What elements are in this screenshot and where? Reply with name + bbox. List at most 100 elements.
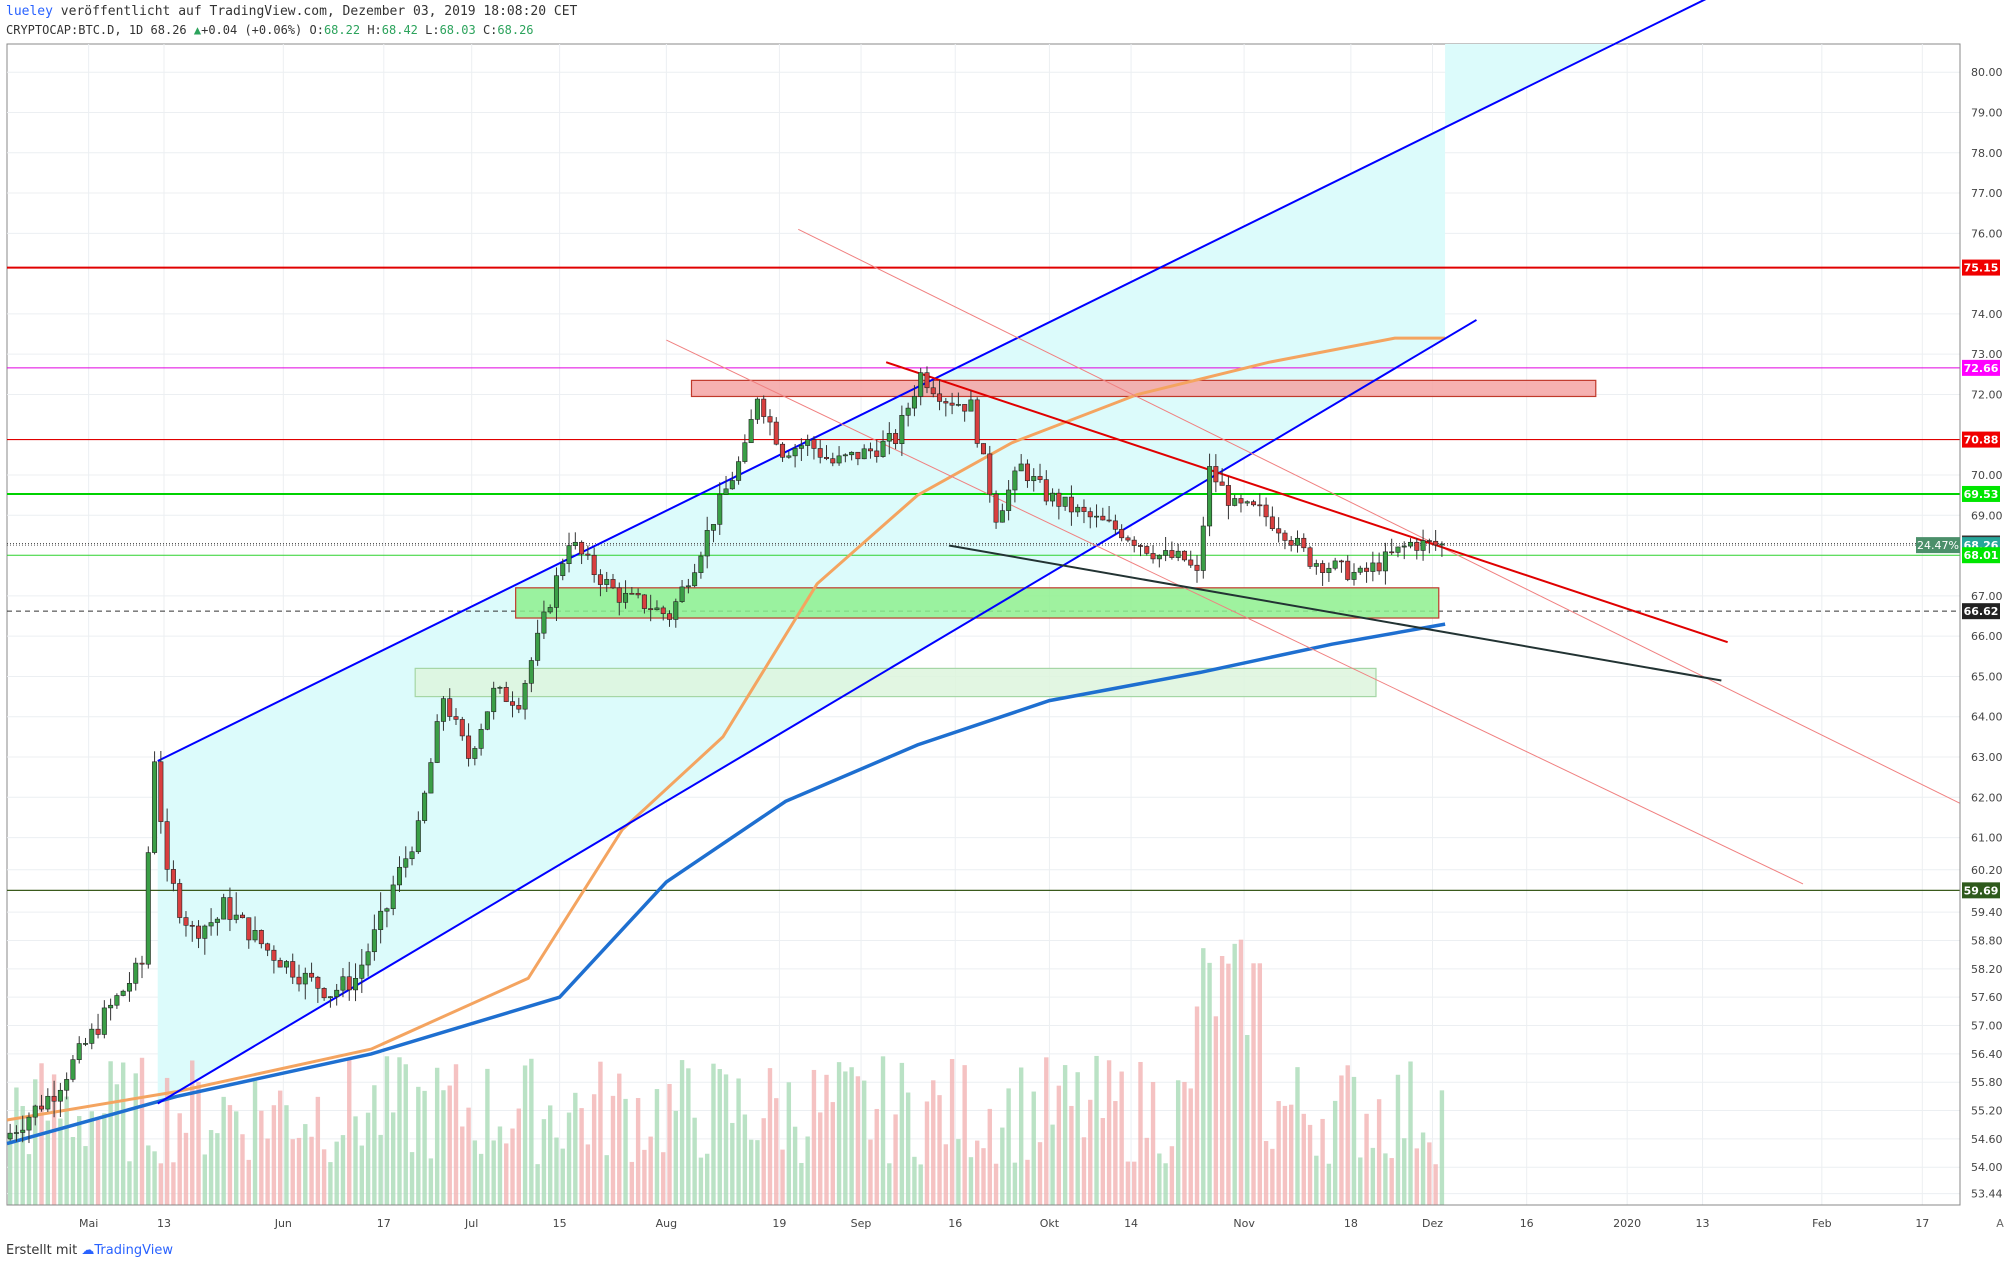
volume-bar xyxy=(384,1056,390,1205)
candle-body xyxy=(26,1116,32,1131)
volume-bar xyxy=(579,1108,584,1205)
candle-body xyxy=(403,858,409,868)
candle-body xyxy=(905,407,911,416)
candle-body xyxy=(717,493,723,525)
candle-body xyxy=(842,454,848,457)
volume-bar xyxy=(1044,1057,1049,1205)
trend-line xyxy=(798,228,1961,804)
candle-body xyxy=(296,976,302,985)
candle-body xyxy=(1401,545,1407,548)
y-tick-label: 53.44 xyxy=(1971,1188,2003,1201)
candle-body xyxy=(949,402,955,406)
candle-body xyxy=(899,415,905,444)
volume-bar xyxy=(981,1148,986,1205)
author[interactable]: lueley xyxy=(6,4,53,19)
candle-body xyxy=(1062,496,1068,507)
candle-body xyxy=(1257,504,1263,507)
candle-body xyxy=(773,421,779,445)
volume-bar xyxy=(1188,1088,1193,1205)
candle-body xyxy=(189,925,195,927)
candle-body xyxy=(742,442,748,462)
volume-bar xyxy=(924,1101,930,1205)
volume-bar xyxy=(422,1090,427,1205)
volume-bar xyxy=(1358,1157,1363,1205)
volume-bar xyxy=(1320,1118,1325,1205)
candle-body xyxy=(428,762,434,794)
volume-bar xyxy=(987,1108,992,1205)
y-tick-label: 58.80 xyxy=(1971,935,2003,948)
candle-body xyxy=(415,820,421,853)
candle-body xyxy=(459,719,465,737)
volume-bar xyxy=(215,1133,220,1205)
volume-bar xyxy=(1420,1132,1426,1205)
volume-bar xyxy=(843,1071,848,1205)
volume-bar xyxy=(252,1080,258,1205)
candle-body xyxy=(1414,541,1420,551)
volume-bar xyxy=(1326,1163,1332,1205)
tradingview-logo-icon[interactable]: ☁ xyxy=(81,1243,95,1258)
volume-bar xyxy=(1081,1137,1087,1205)
candle-body xyxy=(164,821,170,870)
candle-body xyxy=(754,398,760,420)
volume-bar xyxy=(478,1153,484,1205)
x-tick-label: Mai xyxy=(79,1217,98,1230)
volume-bar xyxy=(1219,956,1225,1205)
candle-body xyxy=(32,1105,38,1118)
volume-bar xyxy=(309,1136,314,1205)
price-label: 66.62 xyxy=(1964,605,1999,618)
candle-body xyxy=(1156,555,1162,560)
volume-bar xyxy=(127,1161,132,1205)
trend-line xyxy=(157,319,1477,1105)
volume-bar xyxy=(340,1135,346,1205)
candle-body xyxy=(283,961,289,968)
volume-bar xyxy=(560,1148,565,1205)
volume-bar xyxy=(818,1112,823,1205)
candle-body xyxy=(1012,470,1018,491)
candle-body xyxy=(597,574,603,585)
candle-body xyxy=(503,687,509,702)
candle-body xyxy=(277,960,283,968)
candle-body xyxy=(1439,543,1445,546)
price-label-bg xyxy=(1962,547,2000,564)
candle-body xyxy=(547,607,553,613)
candle-body xyxy=(880,440,886,457)
candle-body xyxy=(1125,537,1131,541)
volume-bar xyxy=(120,1062,126,1205)
x-tick-label: Dez xyxy=(1422,1217,1443,1230)
volume-bar xyxy=(1332,1100,1338,1205)
auto-scale-button[interactable]: A xyxy=(1996,1217,2004,1230)
chart-header-line-1: lueley veröffentlicht auf TradingView.co… xyxy=(6,4,577,19)
volume-bar xyxy=(711,1063,716,1205)
candle-body xyxy=(1137,545,1143,547)
volume-bar xyxy=(510,1128,515,1205)
candle-body xyxy=(1389,551,1395,554)
price-label: 72.66 xyxy=(1964,362,1999,375)
volume-bar xyxy=(491,1140,496,1205)
candle-body xyxy=(472,748,478,759)
candle-body xyxy=(208,922,214,927)
volume-bar xyxy=(416,1086,421,1205)
y-tick-label: 80.00 xyxy=(1971,66,2003,79)
volume-bar xyxy=(774,1098,779,1205)
volume-bar xyxy=(1213,1016,1219,1205)
volume-bar xyxy=(14,1087,19,1205)
volume-bar xyxy=(240,1134,245,1205)
y-tick-label: 55.80 xyxy=(1971,1076,2003,1089)
candle-body xyxy=(761,398,767,417)
volume-bar xyxy=(761,1118,766,1205)
candle-body xyxy=(849,451,855,456)
candle-body xyxy=(1301,537,1307,549)
candle-body xyxy=(792,448,798,457)
volume-bar xyxy=(799,1162,804,1205)
candle-body xyxy=(82,1043,88,1045)
candle-body xyxy=(999,510,1005,523)
candle-body xyxy=(258,930,264,945)
open-value: 68.22 xyxy=(323,23,361,37)
symbol-label[interactable]: CRYPTOCAP:BTC.D, 1D xyxy=(6,23,144,37)
candle-body xyxy=(1307,547,1313,567)
volume-bar xyxy=(767,1068,773,1205)
price-label: 68.01 xyxy=(1964,549,1999,562)
candle-body xyxy=(1357,567,1363,573)
tradingview-brand[interactable]: TradingView xyxy=(94,1243,173,1258)
